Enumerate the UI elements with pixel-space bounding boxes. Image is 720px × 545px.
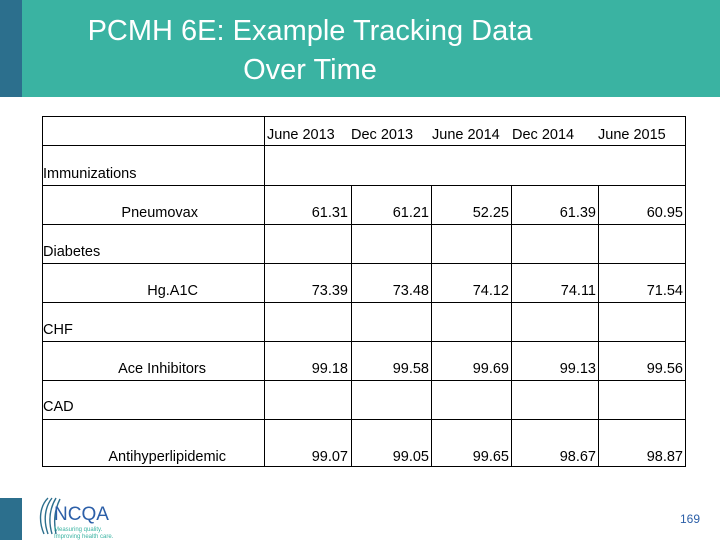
table-cell-value: 98.67 xyxy=(559,449,596,465)
section-label: Immunizations xyxy=(43,166,137,182)
slide-title-line-1: PCMH 6E: Example Tracking Data xyxy=(87,15,533,47)
column-header: June 2015 xyxy=(598,127,666,143)
section-label: CHF xyxy=(43,322,73,338)
title-bar xyxy=(0,0,720,97)
table-cell-value: 99.65 xyxy=(472,449,509,465)
table-cell-value: 98.87 xyxy=(646,449,683,465)
logo-tagline: Measuring quality. xyxy=(54,527,103,533)
table-cell-value: 61.31 xyxy=(311,205,348,221)
table-cell-value: 71.54 xyxy=(646,283,683,299)
column-header: June 2013 xyxy=(267,127,335,143)
table-cell-value: 74.12 xyxy=(472,283,509,299)
table-cell-value: 99.05 xyxy=(392,449,429,465)
table-cell-value: 74.11 xyxy=(560,283,596,299)
table-cell-value: 99.18 xyxy=(311,361,348,377)
ncqa-logo-icon: NCQA Measuring quality. Improving health… xyxy=(39,497,114,540)
table-cell-value: 73.48 xyxy=(392,283,429,299)
slide-title-line-2: Over Time xyxy=(243,54,377,86)
table-cell-value: 99.07 xyxy=(311,449,348,465)
page-number: 169 xyxy=(679,512,700,526)
title-accent-strip xyxy=(0,0,22,97)
measure-label: Ace Inhibitors xyxy=(118,361,206,377)
table-cell-value: 99.69 xyxy=(472,361,509,377)
ncqa-logo: NCQA Measuring quality. Improving health… xyxy=(34,490,134,545)
table-cell-value: 73.39 xyxy=(311,283,348,299)
column-header: Dec 2014 xyxy=(512,127,575,143)
table-cell-value: 99.58 xyxy=(392,361,429,377)
section-label: CAD xyxy=(43,399,74,415)
measure-label: Hg.A1C xyxy=(147,283,198,299)
table-cell-value: 61.39 xyxy=(559,205,596,221)
table-cell-value: 99.56 xyxy=(646,361,683,377)
logo-tagline: Improving health care. xyxy=(54,534,114,540)
column-header: June 2014 xyxy=(432,127,500,143)
section-label: Diabetes xyxy=(43,244,101,260)
logo-wordmark: NCQA xyxy=(54,504,109,525)
measure-label: Antihyperlipidemic xyxy=(108,449,226,465)
slide-title: PCMH 6E: Example Tracking Data Over Time xyxy=(0,12,720,90)
table-cell-value: 99.13 xyxy=(559,361,596,377)
table-cell-value: 61.21 xyxy=(392,205,429,221)
column-header: Dec 2013 xyxy=(351,127,414,143)
table-cell-value: 60.95 xyxy=(646,205,683,221)
table-cell-value: 52.25 xyxy=(472,205,509,221)
measure-label: Pneumovax xyxy=(121,205,198,221)
footer-accent-strip xyxy=(0,498,22,540)
